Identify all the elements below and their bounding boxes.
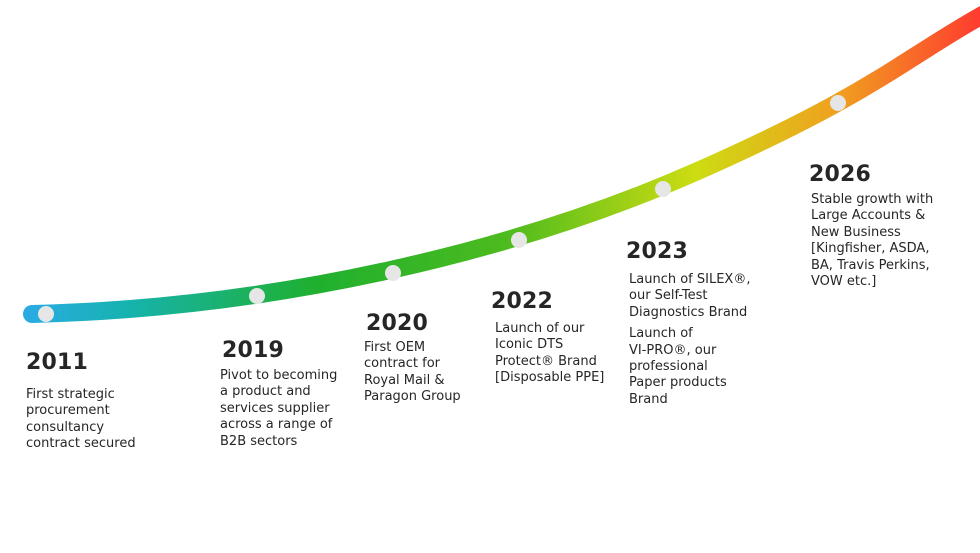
milestone-2022: 2022 Launch of our Iconic DTS Protect® B… [491,290,604,387]
timeline-marker-2023 [655,181,671,197]
timeline-marker-2020 [385,265,401,281]
milestone-description: Pivot to becoming a product and services… [220,368,338,449]
milestone-2023: 2023 Launch of SILEX®, our Self-Test Dia… [626,240,750,408]
milestone-2020: 2020 First OEM contract for Royal Mail &… [364,312,461,406]
milestone-2019: 2019 Pivot to becoming a product and ser… [220,339,337,450]
milestone-description: Launch of our Iconic DTS Protect® Brand … [495,321,605,386]
milestone-description: Stable growth with Large Accounts & New … [811,192,934,290]
timeline-markers [38,95,846,322]
milestone-description: First OEM contract for Royal Mail & Para… [364,340,461,405]
timeline-marker-2022 [511,232,527,248]
milestone-2011: 2011 First strategic procurement consult… [26,351,136,453]
milestone-year: 2026 [809,162,872,187]
milestone-description-secondary: Launch of VI-PRO®, our professional Pape… [629,326,727,407]
milestone-description: First strategic procurement consultancy … [26,387,136,452]
milestone-year: 2020 [366,311,429,336]
milestone-2026: 2026 Stable growth with Large Accounts &… [809,163,933,290]
milestone-description: Launch of SILEX®, our Self-Test Diagnost… [629,272,751,320]
milestone-year: 2023 [626,239,689,264]
milestone-year: 2022 [491,289,554,314]
milestone-year: 2019 [222,338,285,363]
timeline-marker-2026 [830,95,846,111]
timeline-marker-2019 [249,288,265,304]
milestone-year: 2011 [26,350,89,375]
timeline-marker-2011 [38,306,54,322]
timeline-curve [23,6,980,323]
